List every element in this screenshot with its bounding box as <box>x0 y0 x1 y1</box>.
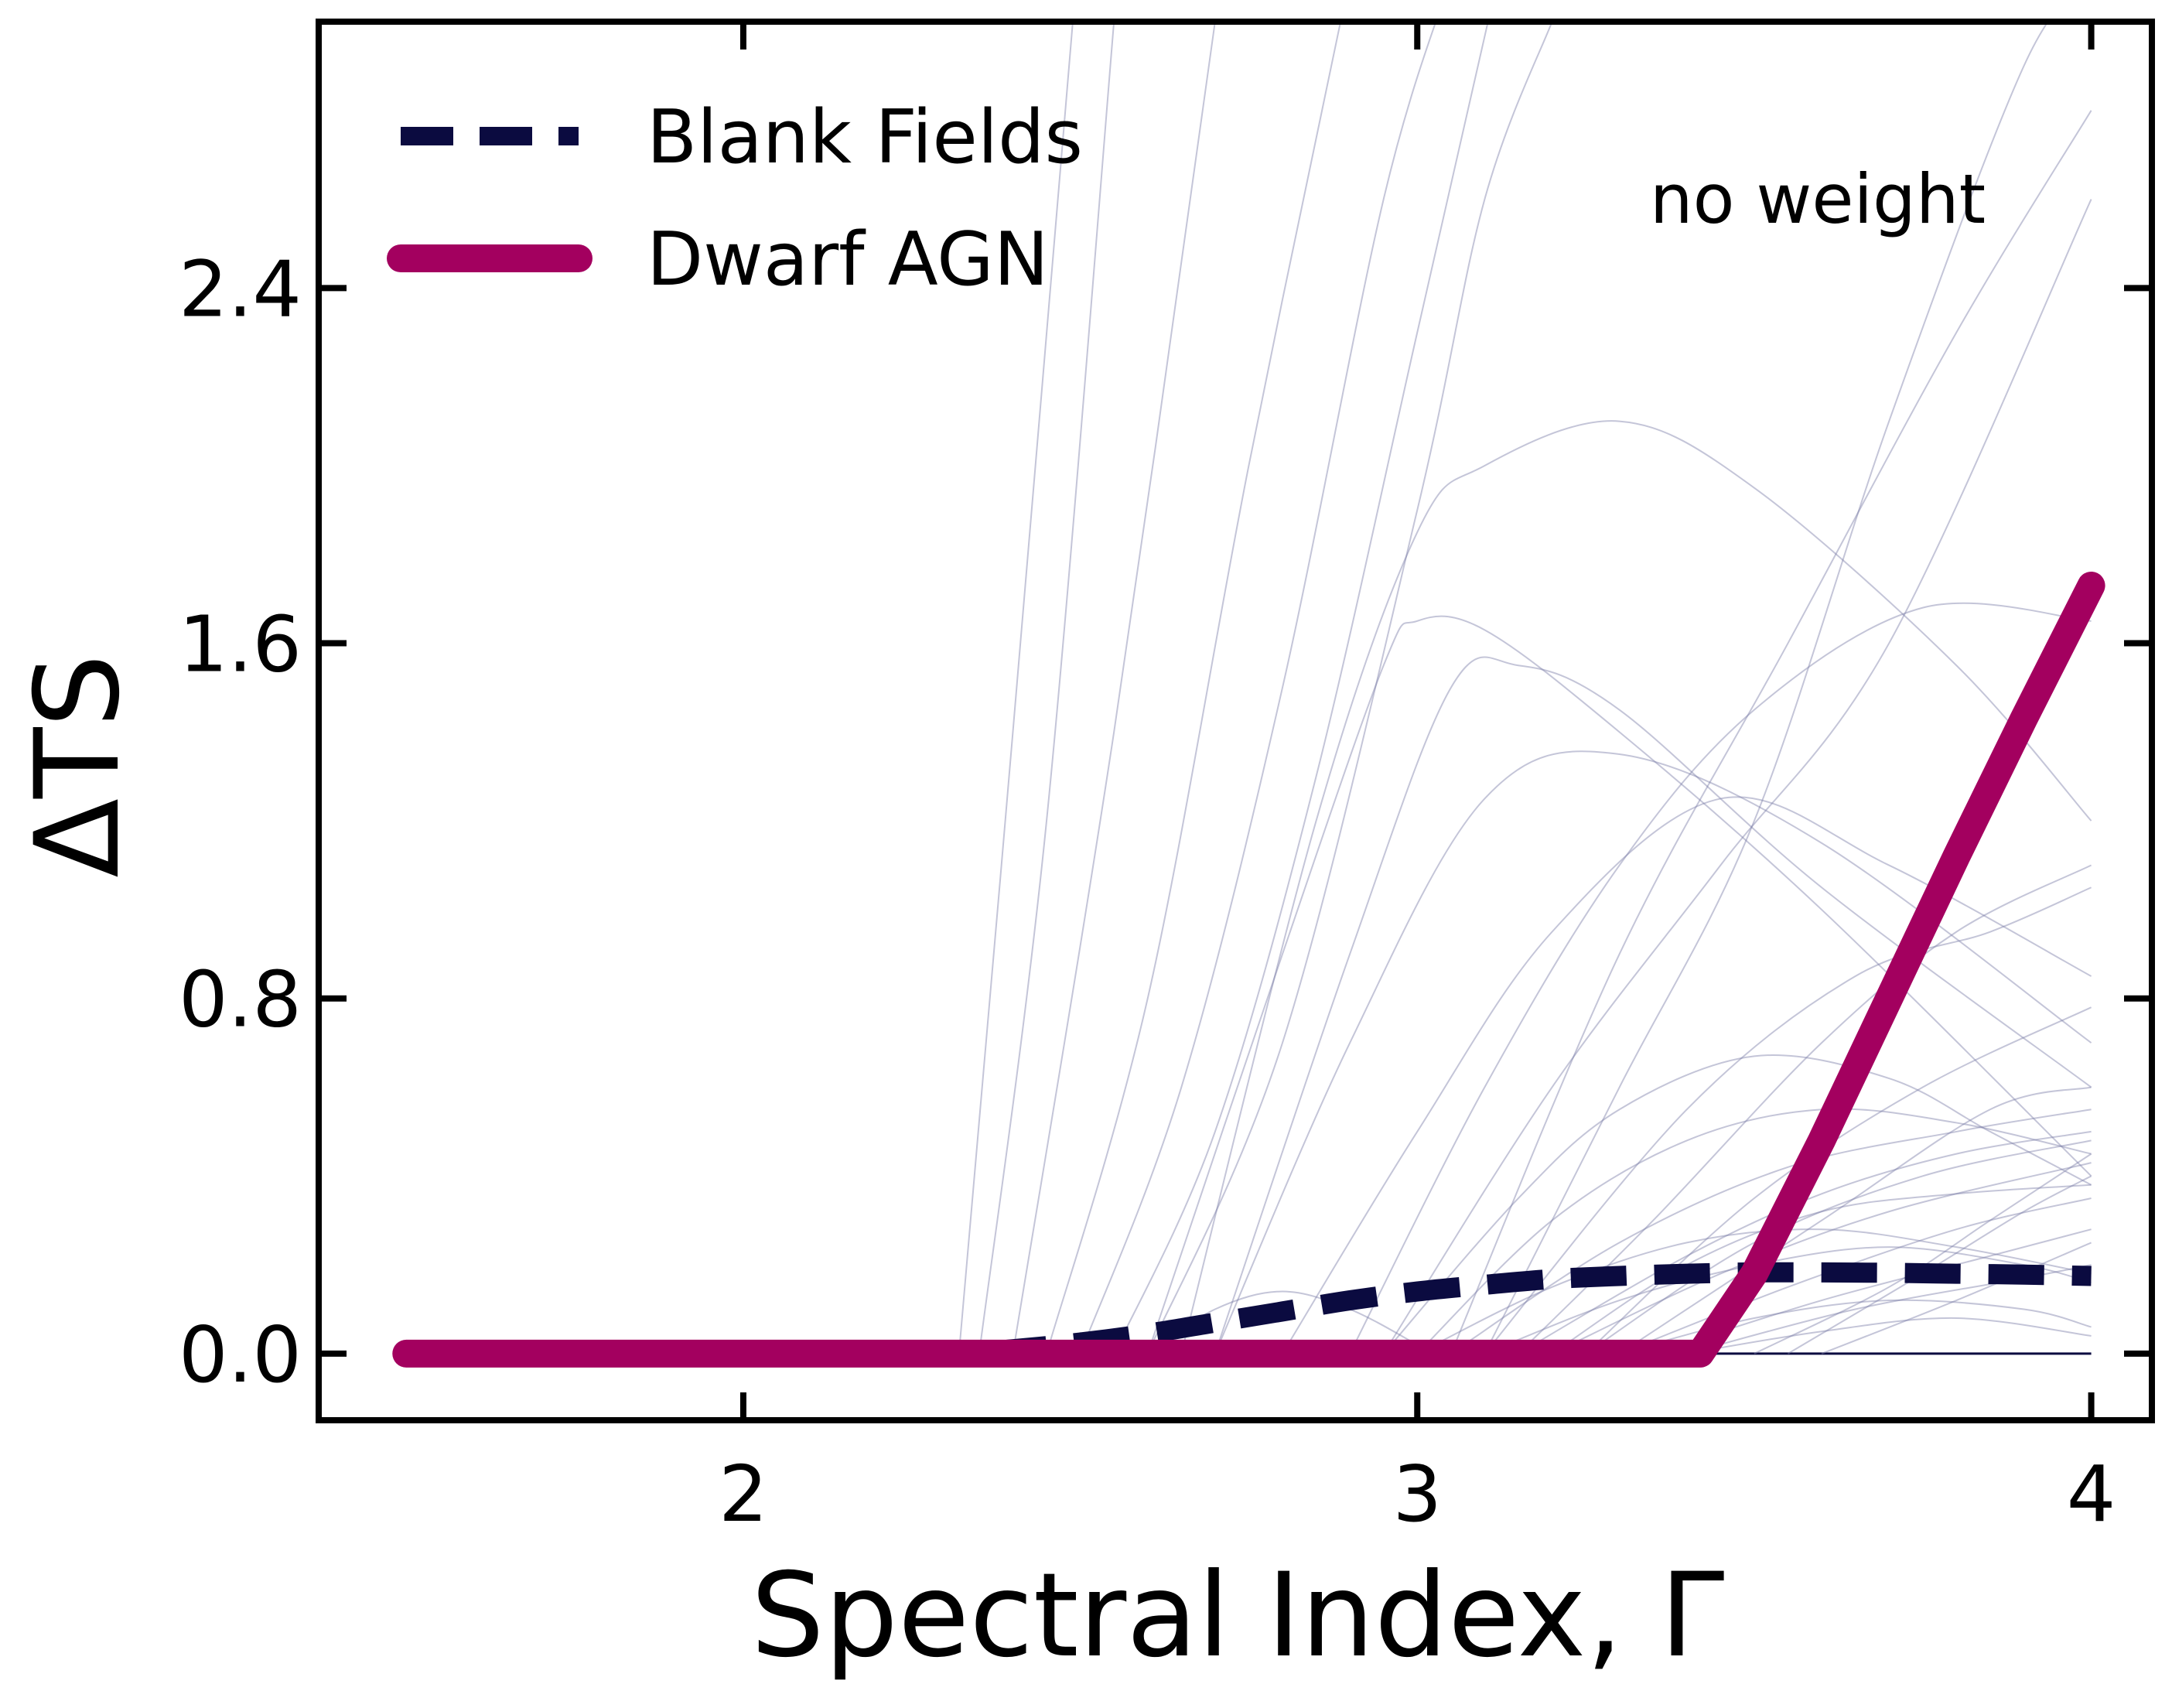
background-curve-37 <box>1821 1242 2092 1354</box>
plot-frame <box>316 19 2155 1423</box>
x-tick-label-0: 2 <box>719 1449 768 1539</box>
y-tick-label-0: 0.0 <box>179 1310 302 1400</box>
x-axis-label: Spectral Index, Γ <box>751 1549 1725 1683</box>
background-curve-13 <box>1450 110 2092 1354</box>
legend-label-dwarf-agn: Dwarf AGN <box>647 217 1049 302</box>
background-curve-10 <box>1214 750 2092 1354</box>
x-tick-label-1: 3 <box>1392 1449 1442 1539</box>
background-curve-36 <box>1787 1175 2092 1354</box>
background-curve-21 <box>1416 1108 2092 1354</box>
background-curve-2 <box>1012 22 1216 1354</box>
background-curve-15 <box>1349 602 2092 1354</box>
background-curve-3 <box>1046 22 1342 1354</box>
annotation-no-weight: no weight <box>1650 159 1986 239</box>
background-curve-1 <box>978 22 1115 1354</box>
background-curve-17 <box>1484 886 2092 1354</box>
ticks-group <box>319 22 2152 1420</box>
background-curve-24 <box>1552 1162 2092 1354</box>
y-axis-label: ΔTS <box>11 654 145 877</box>
y-tick-label-1: 0.8 <box>179 955 302 1045</box>
legend-label-blank-fields: Blank Fields <box>647 95 1083 180</box>
background-curve-20 <box>1382 1054 2092 1354</box>
background-curve-12 <box>1382 199 2092 1354</box>
background-curve-19 <box>1619 1086 2092 1354</box>
background-curve-33 <box>1551 1184 2092 1354</box>
background-curve-11 <box>1282 796 2092 1354</box>
series-group <box>392 571 2105 1368</box>
background-curve-25 <box>1619 1197 2092 1354</box>
legend: Blank Fields Dwarf AGN <box>387 95 1083 302</box>
series-line-dwarf-agn <box>392 571 2105 1368</box>
background-curve-35 <box>1754 1153 2092 1354</box>
background-curve-34 <box>1585 1139 2092 1354</box>
background-curves-group <box>958 22 2092 1355</box>
y-tick-label-2: 1.6 <box>179 600 302 690</box>
y-tick-label-3: 2.4 <box>179 244 302 334</box>
background-curve-4 <box>1079 22 1437 1354</box>
background-curve-5 <box>1113 22 1489 1354</box>
background-curve-28 <box>1416 1228 2092 1354</box>
background-curve-0 <box>958 22 1074 1354</box>
plot-background <box>319 22 2152 1420</box>
background-curve-14 <box>1484 22 2049 1354</box>
x-tick-label-2: 4 <box>2067 1449 2116 1539</box>
background-curve-6 <box>1146 22 1553 1354</box>
background-curve-9 <box>1214 656 2092 1354</box>
background-curve-22 <box>1450 1108 2092 1354</box>
tick-labels-group: 2 3 4 0.0 0.8 1.6 2.4 <box>179 244 2116 1539</box>
background-curve-27 <box>1686 1264 2092 1354</box>
background-curve-32 <box>1686 1317 2092 1354</box>
background-curve-23 <box>1518 1130 2092 1354</box>
background-curve-7 <box>1146 615 2092 1354</box>
background-curve-8 <box>1180 420 2092 1354</box>
